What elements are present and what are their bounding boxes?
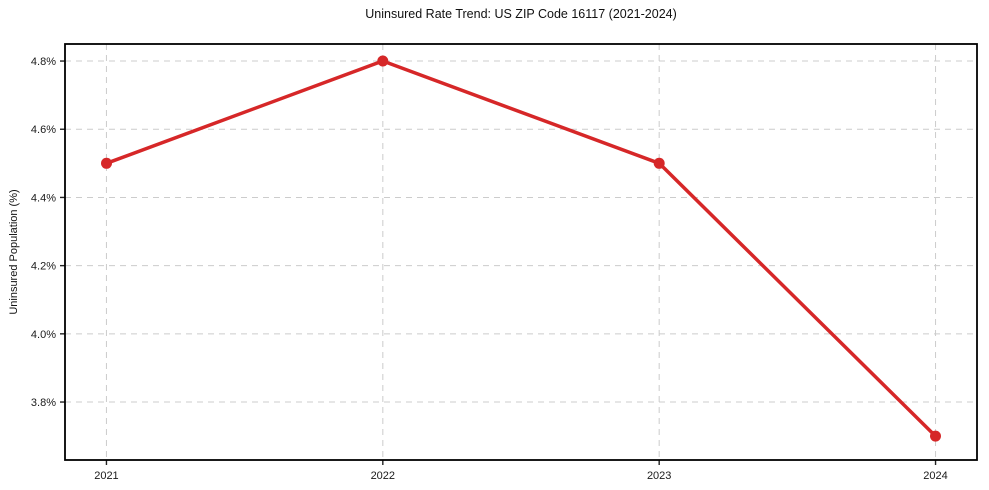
y-tick-label: 4.4% xyxy=(31,192,56,204)
x-tick-label: 2022 xyxy=(371,470,395,482)
chart-title: Uninsured Rate Trend: US ZIP Code 16117 … xyxy=(365,7,677,21)
data-point-marker xyxy=(377,55,389,67)
data-point-marker xyxy=(653,157,665,169)
trend-line xyxy=(104,59,938,438)
plot-border xyxy=(64,43,978,461)
y-tick-label: 4.6% xyxy=(31,124,56,136)
data-point-marker xyxy=(930,430,941,442)
x-tick-label: 2024 xyxy=(923,470,947,482)
x-tick-label: 2021 xyxy=(94,470,118,482)
y-tick-label: 4.2% xyxy=(31,261,56,273)
y-tick-label: 4.8% xyxy=(31,56,56,68)
y-tick-label: 3.8% xyxy=(31,397,56,409)
y-tick-label: 4.0% xyxy=(31,329,56,341)
x-tick-label: 2023 xyxy=(647,470,671,482)
data-point-marker xyxy=(101,157,112,169)
